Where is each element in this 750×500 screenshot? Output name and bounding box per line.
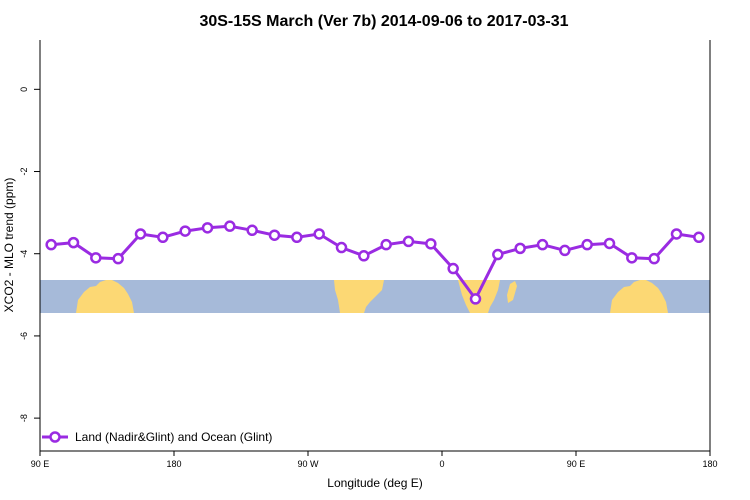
x-tick-label: 180 — [702, 459, 717, 469]
y-tick-label: -4 — [19, 250, 29, 258]
y-tick-label: 0 — [19, 87, 29, 92]
data-point — [45, 238, 57, 251]
data-point — [626, 252, 638, 264]
land-australia-right — [610, 280, 668, 313]
data-point — [67, 236, 80, 249]
data-point — [335, 241, 348, 254]
data-point — [313, 228, 325, 240]
data-point — [291, 231, 303, 244]
data-point — [425, 238, 437, 250]
land-south-america — [334, 280, 384, 313]
x-tick-label: 180 — [166, 459, 181, 469]
x-tick-label: 0 — [439, 459, 444, 469]
data-point — [246, 224, 258, 237]
data-point — [648, 252, 660, 265]
data-point — [224, 220, 236, 232]
data-point — [402, 235, 415, 248]
data-point — [358, 250, 370, 262]
x-tick-label: 90 W — [297, 459, 319, 469]
data-point — [581, 238, 593, 251]
x-axis-label: Longitude (deg E) — [327, 476, 422, 490]
data-point — [536, 238, 549, 251]
data-point — [469, 293, 482, 305]
plot-frame — [39, 40, 711, 452]
map-strip — [40, 280, 710, 313]
legend: Land (Nadir&Glint) and Ocean (Glint) — [42, 430, 272, 444]
x-axis: 90 E 180 90 W 0 90 E 180 — [31, 451, 718, 469]
data-point — [603, 237, 616, 250]
data-point — [134, 228, 147, 240]
land-australia-left — [76, 280, 134, 313]
chart-title: 30S-15S March (Ver 7b) 2014-09-06 to 201… — [199, 13, 568, 30]
series-layer — [45, 220, 705, 305]
y-tick-label: -6 — [19, 332, 29, 340]
y-tick-label: -8 — [19, 414, 29, 422]
land-madagascar — [507, 281, 517, 303]
data-point — [201, 222, 214, 234]
data-point — [447, 262, 459, 275]
data-point — [559, 244, 571, 257]
y-tick-label: -2 — [19, 168, 29, 176]
data-point — [268, 229, 281, 241]
data-point — [693, 231, 705, 244]
data-point — [179, 225, 191, 237]
x-tick-label: 90 E — [31, 459, 50, 469]
data-point — [112, 252, 124, 265]
legend-marker — [49, 431, 61, 443]
data-point — [380, 238, 392, 251]
legend-label: Land (Nadir&Glint) and Ocean (Glint) — [75, 430, 272, 444]
data-point — [492, 248, 504, 261]
y-axis-label: XCO2 - MLO trend (ppm) — [2, 178, 16, 313]
x-tick-label: 90 E — [567, 459, 586, 469]
data-point — [90, 252, 102, 264]
y-axis: 0 -2 -4 -6 -8 — [19, 87, 40, 422]
data-point — [157, 231, 169, 244]
data-point — [514, 242, 526, 255]
data-point — [670, 228, 683, 240]
